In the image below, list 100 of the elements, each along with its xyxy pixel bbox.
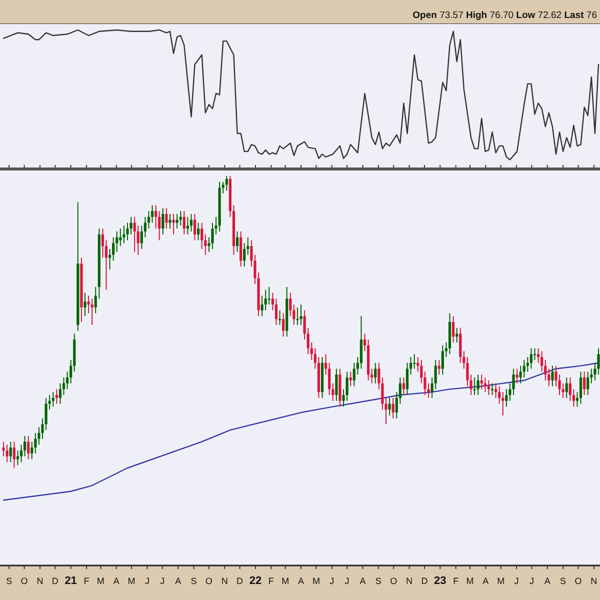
candlestick (402, 376, 406, 396)
candlestick (480, 374, 483, 390)
x-tick-label: F (268, 576, 274, 586)
x-tick-label: J (144, 576, 150, 586)
candlestick (540, 350, 544, 372)
candlestick (473, 376, 476, 396)
candlestick (579, 371, 582, 404)
candlestick (90, 298, 94, 326)
candlestick (154, 204, 158, 230)
x-tick-label: S (6, 576, 12, 586)
candlestick (583, 371, 586, 396)
x-tick-label: M (282, 576, 290, 586)
candlestick (172, 213, 175, 235)
candlestick (23, 435, 26, 457)
candlestick (6, 444, 8, 463)
x-tick-label: N (221, 576, 228, 586)
x-tick-label: F (453, 576, 460, 586)
candlestick (264, 289, 267, 311)
candlestick (274, 298, 278, 326)
candlestick (52, 392, 54, 408)
x-tick-label: 21 (64, 575, 77, 587)
candlestick (55, 388, 58, 404)
candlestick (456, 327, 458, 343)
x-tick-label: S (190, 576, 197, 586)
candlestick (360, 316, 363, 370)
candlestick (200, 222, 204, 250)
x-tick-label: J (160, 576, 165, 586)
candlestick (289, 292, 292, 317)
x-tick-label: D (52, 576, 59, 586)
candlestick (27, 435, 30, 460)
x-tick-label: A (175, 576, 182, 586)
candlestick (179, 210, 182, 226)
candlestick (388, 397, 391, 416)
candlestick (165, 208, 168, 230)
candlestick (413, 354, 416, 370)
x-tick-label: S (560, 576, 566, 586)
candlestick (533, 348, 536, 360)
candlestick (530, 348, 532, 370)
candlestick (300, 304, 302, 326)
x-tick-label: A (360, 576, 366, 586)
candlestick (452, 316, 455, 343)
x-tick-label: D (421, 576, 428, 586)
candlestick (225, 176, 228, 192)
candlestick (236, 230, 239, 252)
candlestick (12, 441, 16, 468)
candlestick (522, 359, 526, 378)
candlestick (9, 441, 12, 463)
x-tick-label: S (375, 576, 382, 586)
x-tick-label: J (344, 576, 350, 586)
candlestick (186, 216, 189, 235)
x-tick-label: N (36, 576, 44, 586)
candlestick (565, 376, 568, 398)
candlestick (150, 204, 154, 224)
x-tick-label: O (20, 576, 28, 586)
candlestick (182, 210, 186, 235)
x-tick-label: M (312, 576, 320, 586)
x-tick-label: D (236, 576, 244, 586)
candlestick (392, 397, 394, 419)
candlestick (536, 348, 540, 364)
x-tick-label: M (497, 576, 505, 586)
candlestick (190, 213, 193, 232)
candlestick (441, 344, 444, 376)
text: Open 73.57 High 76.70 Low 72.62 Last 76 (412, 10, 597, 21)
candlestick (168, 213, 172, 230)
candlestick (122, 225, 126, 244)
x-tick-label: A (298, 576, 304, 586)
candlestick (133, 216, 136, 252)
candlestick (197, 222, 200, 241)
x-tick-label: A (113, 576, 120, 586)
x-tick-label: O (390, 576, 398, 586)
candlestick (406, 362, 409, 396)
x-tick-label: 22 (249, 575, 262, 587)
candlestick (551, 365, 554, 387)
candlestick (498, 386, 501, 404)
candlestick (576, 392, 579, 408)
candlestick (193, 213, 196, 241)
x-tick-label: F (84, 576, 90, 586)
candlestick (136, 225, 140, 256)
candlestick (278, 310, 282, 326)
candlestick (243, 242, 246, 268)
candlestick (20, 444, 23, 463)
candlestick (494, 382, 498, 398)
x-tick-label: A (482, 576, 489, 586)
candlestick (505, 388, 508, 408)
x-tick-label: J (330, 576, 334, 586)
candlestick (268, 286, 270, 305)
candlestick (282, 312, 285, 338)
candlestick (240, 230, 242, 268)
candlestick (349, 371, 352, 387)
candlestick (434, 359, 437, 390)
x-tick-label: N (590, 576, 598, 586)
x-tick-label: J (529, 576, 534, 586)
x-tick-label: A (544, 576, 550, 586)
candlestick (84, 292, 86, 317)
candlestick (335, 368, 338, 402)
candlestick (30, 441, 34, 460)
candlestick (516, 368, 518, 384)
candlestick (459, 327, 462, 364)
candlestick (374, 362, 377, 384)
candlestick (476, 374, 480, 396)
